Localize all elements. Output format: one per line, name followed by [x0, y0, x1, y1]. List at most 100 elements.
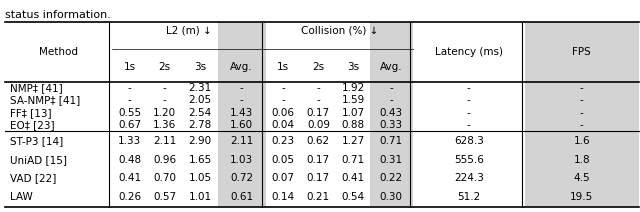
Text: -: -	[282, 95, 285, 105]
Text: 2.11: 2.11	[153, 136, 177, 146]
Text: 3s: 3s	[347, 62, 359, 72]
Text: 1.92: 1.92	[341, 83, 365, 93]
Text: 1s: 1s	[124, 62, 136, 72]
Text: ST-P3 [14]: ST-P3 [14]	[10, 136, 63, 146]
Text: 0.61: 0.61	[230, 192, 253, 202]
Text: 0.33: 0.33	[380, 120, 403, 130]
Text: -: -	[580, 95, 584, 105]
Text: -: -	[467, 108, 470, 118]
Text: 2s: 2s	[312, 62, 324, 72]
Text: 3s: 3s	[194, 62, 206, 72]
Text: -: -	[467, 120, 470, 130]
Text: 0.22: 0.22	[380, 173, 403, 183]
Text: 1s: 1s	[277, 62, 289, 72]
Text: -: -	[467, 95, 470, 105]
Text: 0.70: 0.70	[154, 173, 176, 183]
Text: 0.71: 0.71	[380, 136, 403, 146]
Text: 2.90: 2.90	[188, 136, 212, 146]
Text: 0.05: 0.05	[272, 155, 294, 165]
Text: L2 (m) ↓: L2 (m) ↓	[166, 26, 212, 36]
Text: -: -	[390, 95, 393, 105]
Text: -: -	[580, 120, 584, 130]
Text: Latency (ms): Latency (ms)	[435, 47, 503, 57]
Text: 1.03: 1.03	[230, 155, 253, 165]
Text: 0.09: 0.09	[307, 120, 330, 130]
Text: -: -	[317, 83, 320, 93]
Text: 1.20: 1.20	[153, 108, 177, 118]
Text: -: -	[282, 83, 285, 93]
Text: 0.71: 0.71	[341, 155, 365, 165]
Text: 0.17: 0.17	[307, 108, 330, 118]
Text: -: -	[580, 83, 584, 93]
Text: -: -	[317, 95, 320, 105]
Bar	[370, 22, 413, 207]
Text: 0.48: 0.48	[118, 155, 141, 165]
Text: 0.17: 0.17	[307, 155, 330, 165]
Text: 4.5: 4.5	[573, 173, 590, 183]
Text: 0.26: 0.26	[118, 192, 141, 202]
Bar	[525, 22, 639, 207]
Text: Avg.: Avg.	[230, 62, 253, 72]
Text: EO‡ [23]: EO‡ [23]	[10, 120, 55, 130]
Text: VAD [22]: VAD [22]	[10, 173, 56, 183]
Text: 1.6: 1.6	[573, 136, 590, 146]
Text: 0.43: 0.43	[380, 108, 403, 118]
Text: 0.96: 0.96	[153, 155, 177, 165]
Text: -: -	[128, 83, 131, 93]
Text: 2.78: 2.78	[188, 120, 212, 130]
Text: 0.41: 0.41	[341, 173, 365, 183]
Text: 0.31: 0.31	[380, 155, 403, 165]
Text: -: -	[467, 83, 470, 93]
Text: 1.59: 1.59	[341, 95, 365, 105]
Text: 0.57: 0.57	[153, 192, 177, 202]
Text: -: -	[240, 95, 243, 105]
Text: FPS: FPS	[572, 47, 591, 57]
Text: -: -	[390, 83, 393, 93]
Text: 1.8: 1.8	[573, 155, 590, 165]
Text: 0.04: 0.04	[272, 120, 294, 130]
Text: 628.3: 628.3	[454, 136, 484, 146]
Text: 0.67: 0.67	[118, 120, 141, 130]
Text: NMP‡ [41]: NMP‡ [41]	[10, 83, 63, 93]
Text: 1.05: 1.05	[188, 173, 212, 183]
Text: 1.07: 1.07	[341, 108, 365, 118]
Text: 2.31: 2.31	[188, 83, 212, 93]
Text: 1.01: 1.01	[188, 192, 212, 202]
Text: 0.88: 0.88	[341, 120, 365, 130]
Text: 0.14: 0.14	[271, 192, 295, 202]
Text: 51.2: 51.2	[457, 192, 481, 202]
Text: Collision (%) ↓: Collision (%) ↓	[301, 26, 378, 36]
Text: 19.5: 19.5	[570, 192, 593, 202]
Text: 0.17: 0.17	[307, 173, 330, 183]
Text: 0.72: 0.72	[230, 173, 253, 183]
Text: 0.30: 0.30	[380, 192, 403, 202]
Bar	[218, 22, 266, 207]
Text: status information.: status information.	[5, 10, 111, 20]
Text: 1.36: 1.36	[153, 120, 177, 130]
Text: -: -	[240, 83, 243, 93]
Text: 224.3: 224.3	[454, 173, 484, 183]
Text: 0.62: 0.62	[307, 136, 330, 146]
Text: 0.41: 0.41	[118, 173, 141, 183]
Text: 2.54: 2.54	[188, 108, 212, 118]
Text: Avg.: Avg.	[380, 62, 403, 72]
Text: LAW: LAW	[10, 192, 33, 202]
Text: 0.55: 0.55	[118, 108, 141, 118]
Text: 0.06: 0.06	[272, 108, 294, 118]
Text: -: -	[163, 95, 166, 105]
Text: 0.07: 0.07	[272, 173, 294, 183]
Text: UniAD [15]: UniAD [15]	[10, 155, 67, 165]
Text: -: -	[163, 83, 166, 93]
Text: -: -	[580, 108, 584, 118]
Text: 1.43: 1.43	[230, 108, 253, 118]
Text: 0.54: 0.54	[341, 192, 365, 202]
Text: FF‡ [13]: FF‡ [13]	[10, 108, 52, 118]
Text: 2s: 2s	[159, 62, 171, 72]
Text: 1.33: 1.33	[118, 136, 141, 146]
Text: SA-NMP‡ [41]: SA-NMP‡ [41]	[10, 95, 81, 105]
Text: 1.60: 1.60	[230, 120, 253, 130]
Text: 2.05: 2.05	[188, 95, 212, 105]
Text: 1.27: 1.27	[341, 136, 365, 146]
Text: 1.65: 1.65	[188, 155, 212, 165]
Text: Method: Method	[39, 47, 78, 57]
